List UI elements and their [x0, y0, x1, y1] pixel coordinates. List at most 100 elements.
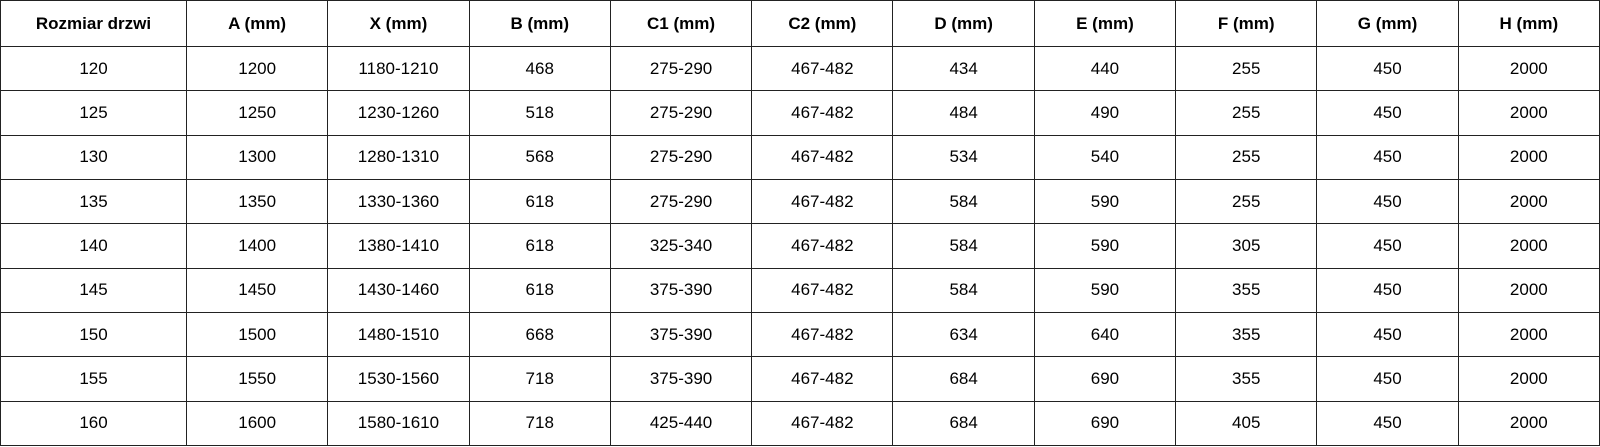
column-header: C2 (mm): [751, 0, 894, 47]
table-cell: 375-390: [609, 267, 753, 313]
column-header: H (mm): [1457, 0, 1600, 47]
table-cell: 1600: [185, 400, 329, 447]
column-header: B (mm): [468, 0, 611, 47]
table-cell: 450: [1316, 356, 1459, 402]
table-cell: 275-290: [609, 134, 753, 180]
table-cell: 120: [0, 45, 187, 92]
table-cell: 135: [0, 178, 187, 225]
table-cell: 1280-1310: [327, 134, 470, 180]
table-cell: 2000: [1457, 178, 1600, 225]
column-header: C1 (mm): [609, 0, 753, 47]
column-header: F (mm): [1175, 0, 1318, 47]
table-cell: 450: [1316, 45, 1459, 92]
table-cell: 450: [1316, 134, 1459, 180]
table-cell: 450: [1316, 223, 1459, 269]
table-cell: 2000: [1457, 311, 1600, 358]
table-cell: 634: [892, 311, 1035, 358]
table-cell: 375-390: [609, 311, 753, 358]
table-cell: 640: [1033, 311, 1177, 358]
table-cell: 1530-1560: [327, 356, 470, 402]
table-cell: 1330-1360: [327, 178, 470, 225]
table-cell: 255: [1175, 178, 1318, 225]
table-cell: 275-290: [609, 178, 753, 225]
table-cell: 1580-1610: [327, 400, 470, 447]
table-cell: 484: [892, 90, 1035, 136]
table-cell: 1200: [185, 45, 329, 92]
table-cell: 684: [892, 400, 1035, 447]
table-cell: 2000: [1457, 134, 1600, 180]
table-cell: 1380-1410: [327, 223, 470, 269]
table-cell: 590: [1033, 223, 1177, 269]
table-cell: 690: [1033, 356, 1177, 402]
table-cell: 1250: [185, 90, 329, 136]
table-cell: 618: [468, 267, 611, 313]
table-row: 160 1600 1580-1610 718 425-440 467-482 684 690 4…: [0, 400, 1600, 447]
table-cell: 325-340: [609, 223, 753, 269]
table-cell: 590: [1033, 178, 1177, 225]
table-row: 145 1450 1430-1460 618 375-390 467-482 584 590 3…: [0, 267, 1600, 313]
table-cell: 450: [1316, 90, 1459, 136]
table-cell: 1400: [185, 223, 329, 269]
table-cell: 490: [1033, 90, 1177, 136]
column-header: A (mm): [185, 0, 329, 47]
column-header: X (mm): [327, 0, 470, 47]
table-cell: 130: [0, 134, 187, 180]
table-cell: 467-482: [751, 400, 894, 447]
table-cell: 255: [1175, 45, 1318, 92]
table-cell: 684: [892, 356, 1035, 402]
table-cell: 468: [468, 45, 611, 92]
table-cell: 1450: [185, 267, 329, 313]
table-cell: 450: [1316, 178, 1459, 225]
column-header: E (mm): [1033, 0, 1177, 47]
table-row: 135 1350 1330-1360 618 275-290 467-482 584 590 2…: [0, 178, 1600, 225]
table-cell: 2000: [1457, 400, 1600, 447]
table-cell: 275-290: [609, 45, 753, 92]
column-header: G (mm): [1316, 0, 1459, 47]
table-cell: 355: [1175, 311, 1318, 358]
table-cell: 1350: [185, 178, 329, 225]
table-cell: 2000: [1457, 267, 1600, 313]
table-cell: 145: [0, 267, 187, 313]
table-cell: 450: [1316, 400, 1459, 447]
table-cell: 584: [892, 267, 1035, 313]
table-cell: 150: [0, 311, 187, 358]
table-row: 155 1550 1530-1560 718 375-390 467-482 684 690 3…: [0, 356, 1600, 402]
table-cell: 450: [1316, 311, 1459, 358]
table-cell: 568: [468, 134, 611, 180]
column-header: D (mm): [892, 0, 1035, 47]
table-cell: 467-482: [751, 267, 894, 313]
table-cell: 355: [1175, 356, 1318, 402]
table-cell: 467-482: [751, 134, 894, 180]
table-cell: 1300: [185, 134, 329, 180]
table-cell: 718: [468, 356, 611, 402]
table-cell: 584: [892, 223, 1035, 269]
table-cell: 375-390: [609, 356, 753, 402]
table-cell: 584: [892, 178, 1035, 225]
table-cell: 2000: [1457, 90, 1600, 136]
table-row: 130 1300 1280-1310 568 275-290 467-482 534 540 2…: [0, 134, 1600, 180]
table-cell: 467-482: [751, 178, 894, 225]
table-cell: 2000: [1457, 223, 1600, 269]
table-cell: 2000: [1457, 356, 1600, 402]
header-row: Rozmiar drzwi A (mm) X (mm) B (mm) C1 (mm) C2…: [0, 0, 1600, 47]
table-cell: 534: [892, 134, 1035, 180]
table-cell: 718: [468, 400, 611, 447]
table-cell: 1550: [185, 356, 329, 402]
table-cell: 125: [0, 90, 187, 136]
table-row: 140 1400 1380-1410 618 325-340 467-482 584 590 3…: [0, 223, 1600, 269]
table-cell: 1430-1460: [327, 267, 470, 313]
table-cell: 355: [1175, 267, 1318, 313]
table-cell: 450: [1316, 267, 1459, 313]
table-cell: 155: [0, 356, 187, 402]
table-cell: 255: [1175, 134, 1318, 180]
table-row: 125 1250 1230-1260 518 275-290 467-482 484 490 2…: [0, 90, 1600, 136]
table-cell: 140: [0, 223, 187, 269]
column-header: Rozmiar drzwi: [0, 0, 187, 47]
table-row: 120 1200 1180-1210 468 275-290 467-482 434 440 2…: [0, 45, 1600, 92]
table-cell: 467-482: [751, 311, 894, 358]
table-cell: 160: [0, 400, 187, 447]
table-row: 150 1500 1480-1510 668 375-390 467-482 634 640 3…: [0, 311, 1600, 358]
table-cell: 1500: [185, 311, 329, 358]
table-cell: 467-482: [751, 45, 894, 92]
